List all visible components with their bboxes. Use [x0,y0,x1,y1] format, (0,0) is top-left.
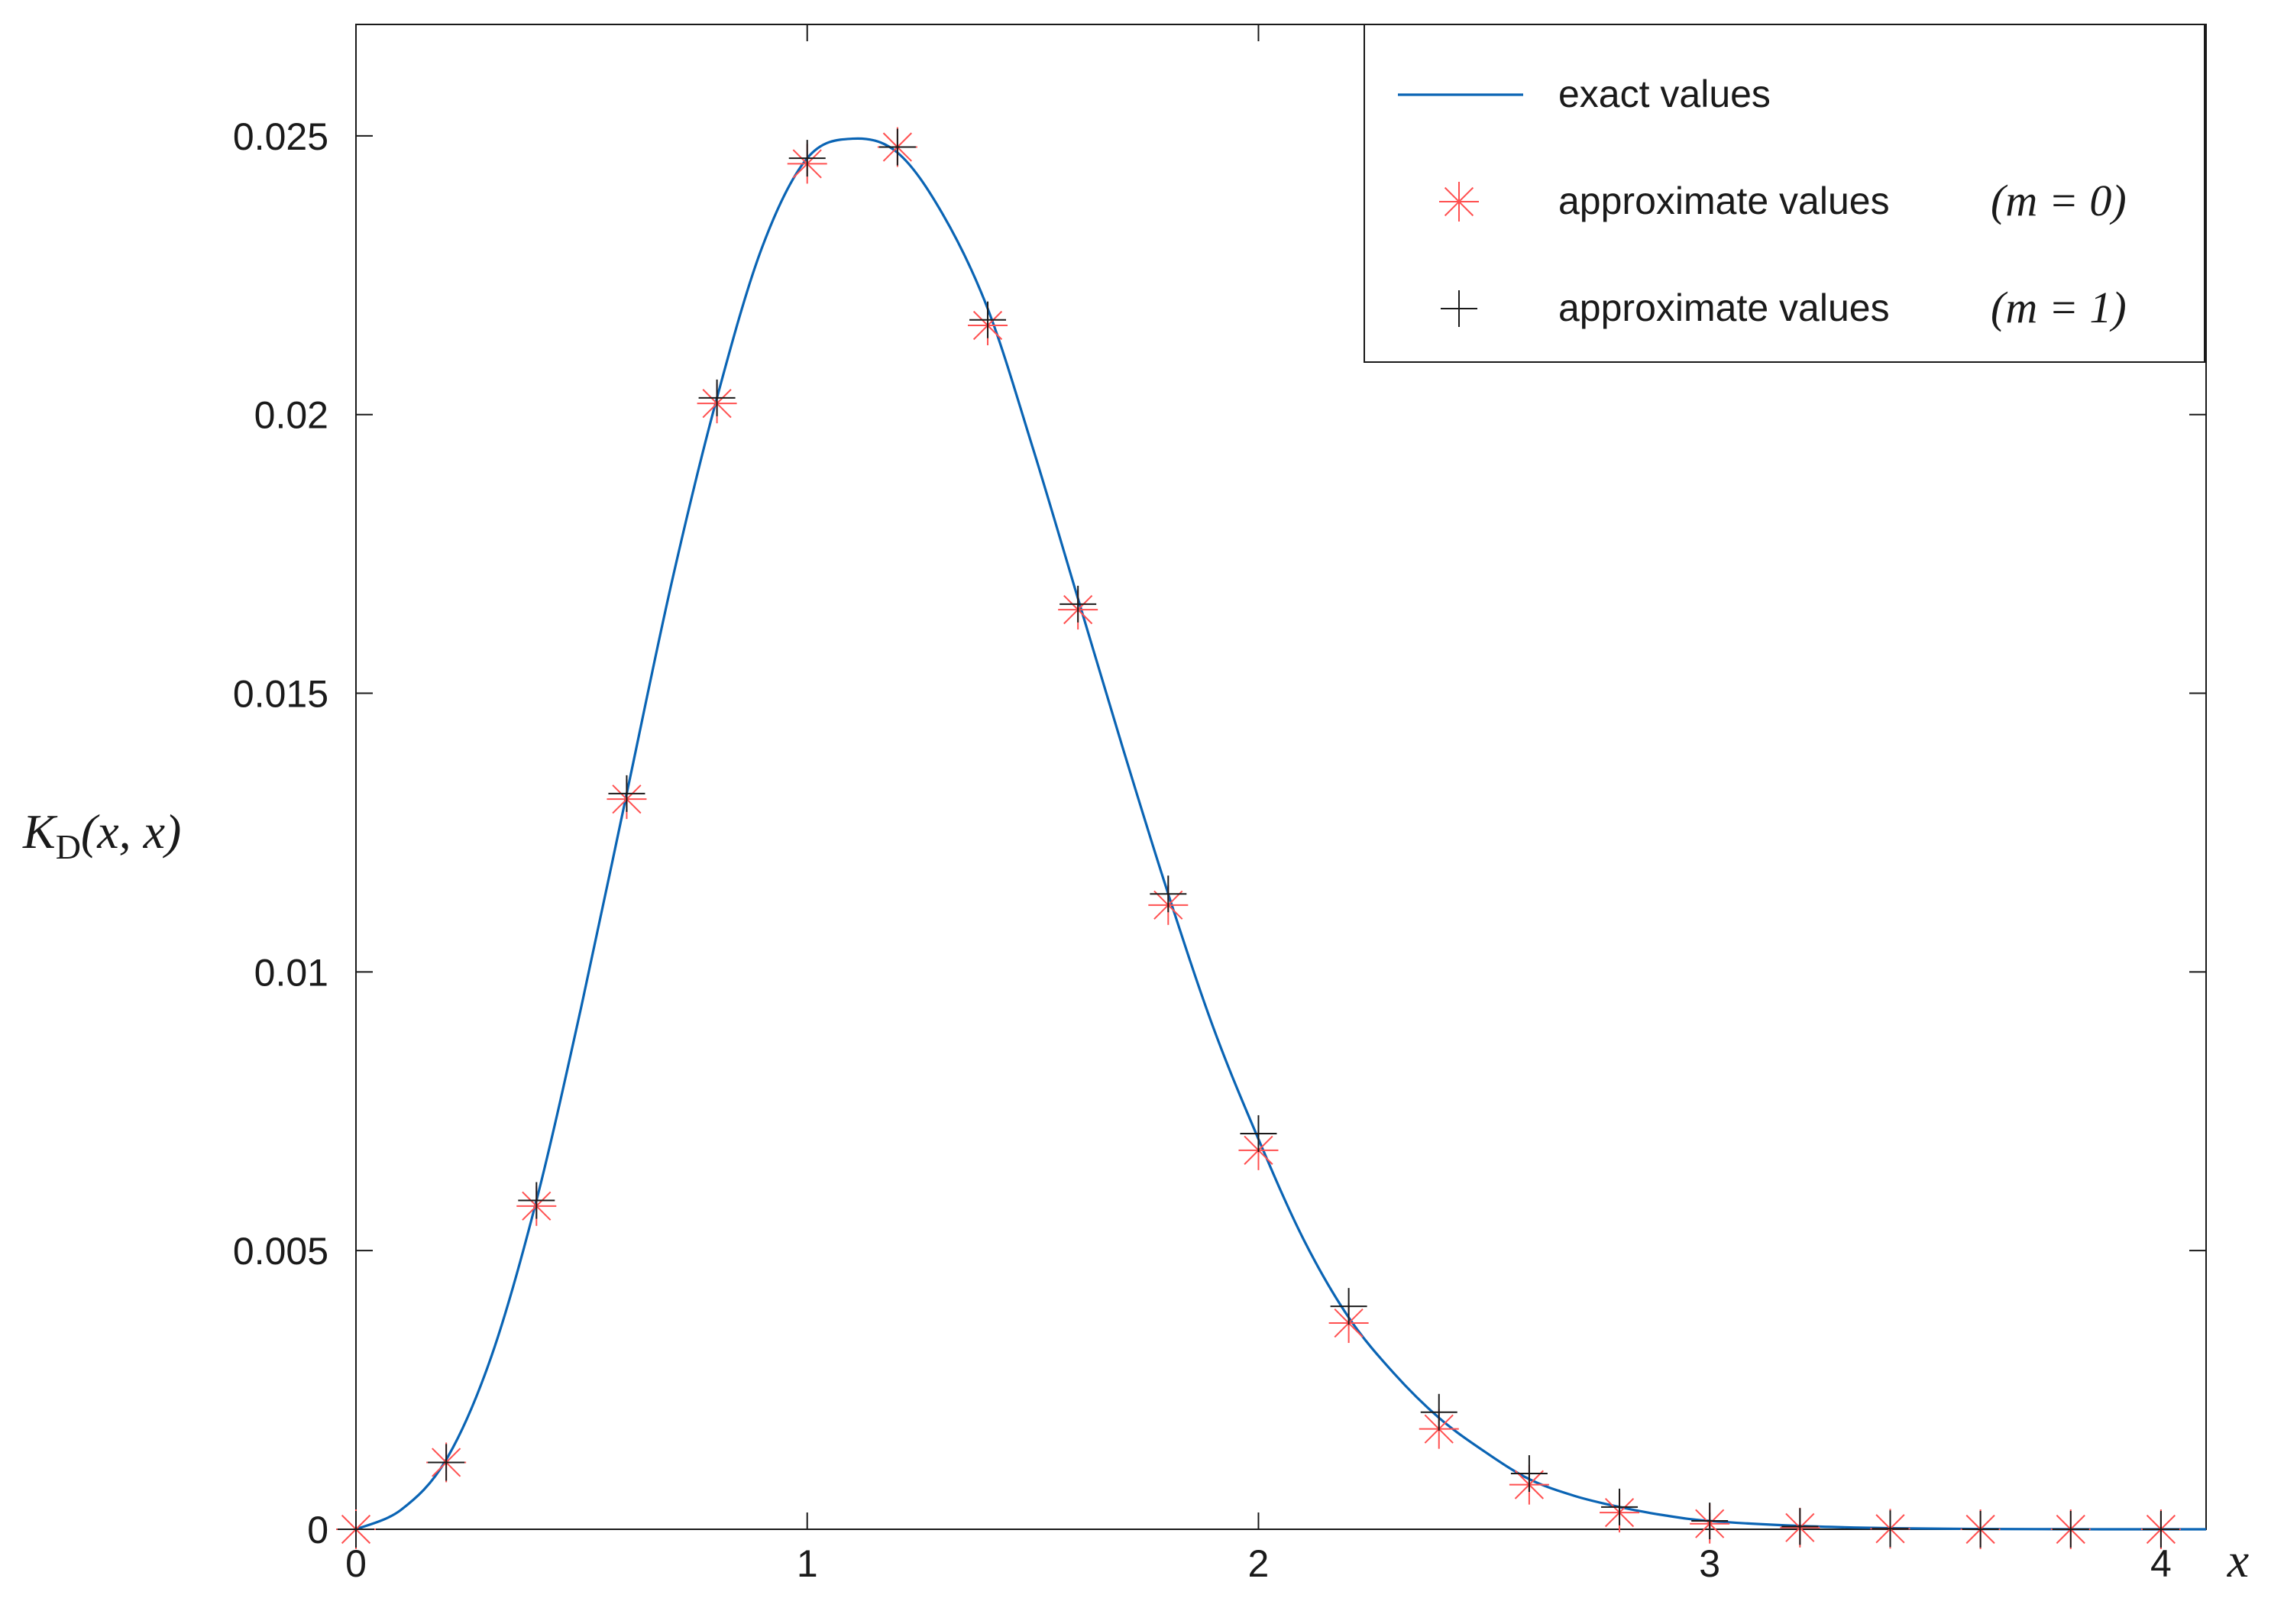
data-point-plus [1691,1503,1729,1540]
data-point-plus [428,1444,465,1481]
data-point-plus [1781,1508,1819,1545]
series-layer [336,127,2207,1549]
data-point-plus [1962,1511,1999,1548]
y-tick-label: 0.025 [233,115,328,158]
legend-asterisk-icon [1439,182,1479,222]
y-tick-label: 0 [307,1509,328,1551]
y-tick-label: 0.02 [254,394,328,437]
data-point-plus [878,128,916,166]
series-markers-2 [338,128,2179,1548]
legend-label: approximate values [1558,180,1890,222]
series-exact-line [355,137,2207,1531]
legend-math-label: (m = 1) [1991,283,2127,332]
x-tick-label: 1 [797,1542,818,1585]
data-point-plus [1330,1288,1367,1325]
legend-entry-2: approximate values (m = 1) [1441,283,2127,332]
data-point-plus [1601,1488,1639,1525]
data-point-plus [338,1511,374,1548]
axis-tick-labels: 0 1 2 3 4 0 0.005 0.01 0.015 0.02 0.025 [233,115,2172,1585]
y-tick-label: 0.01 [254,951,328,994]
y-tick-label: 0.015 [233,673,328,716]
data-point-plus [2142,1511,2179,1548]
data-point-plus [1510,1455,1548,1493]
legend-symbol [1441,290,1477,327]
data-point-plus [2052,1511,2089,1548]
y-axis-title: KD(x, x) [22,804,181,866]
y-axis-title-sub: D [56,827,81,866]
data-point-plus [1420,1393,1457,1431]
legend-label: exact values [1558,73,1771,115]
plot-border [355,24,2207,1530]
x-axis-title: x [2227,1533,2249,1587]
legend-math-label: (m = 0) [1991,176,2127,225]
legend-box [1364,24,2205,363]
data-point-plus [518,1182,555,1219]
y-axis-title-args: (x, x) [81,804,181,859]
y-tick-label: 0.005 [233,1230,328,1273]
data-point-plus [788,140,826,177]
legend-plus-icon [1441,290,1477,327]
data-point-plus [1240,1114,1277,1152]
x-tick-label: 3 [1699,1542,1720,1585]
data-point-plus [698,379,736,416]
x-tick-label: 4 [2150,1542,2172,1585]
legend-label: approximate values [1558,286,1890,329]
plot-frame [355,24,2207,1530]
data-point-plus [969,301,1007,338]
x-tick-label: 0 [345,1542,367,1585]
legend-entry-1: approximate values (m = 0) [1439,176,2127,225]
data-point-plus [1060,585,1097,623]
data-point-plus [1872,1510,1909,1548]
x-tick-label: 2 [1248,1542,1270,1585]
legend-entry-0: exact values [1398,73,1771,115]
y-axis-title-main: K [22,804,58,859]
legend-symbol [1439,182,1479,222]
data-point-plus [608,775,645,812]
data-point-plus [1150,875,1187,913]
